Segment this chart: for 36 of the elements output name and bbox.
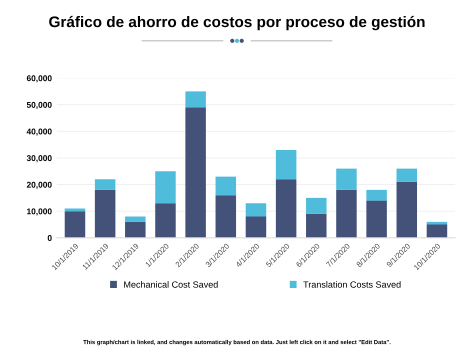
- bar: [125, 216, 146, 222]
- bar: [366, 200, 387, 238]
- chart-title: Gráfico de ahorro de costos por proceso de gestión: [49, 16, 425, 30]
- y-tick-label: 60,000: [26, 75, 52, 82]
- bar: [276, 150, 296, 180]
- bar: [336, 190, 357, 238]
- bar: [246, 216, 266, 238]
- bar: [306, 214, 327, 238]
- bar: [276, 179, 296, 238]
- bar: [155, 203, 176, 238]
- bar: [64, 208, 86, 212]
- legend-label: Translation Costs Saved: [303, 281, 401, 288]
- legend-label: Mechanical Cost Saved: [124, 281, 218, 288]
- bar: [94, 179, 116, 190]
- bar: [185, 107, 206, 238]
- bar: [216, 195, 236, 238]
- y-tick-label: 10,000: [27, 208, 52, 216]
- y-tick-label: 40,000: [26, 128, 52, 136]
- bar: [306, 198, 327, 214]
- bar: [336, 168, 357, 190]
- y-tick-label: 30,000: [26, 155, 52, 162]
- bar: [64, 211, 86, 238]
- bar: [426, 224, 448, 238]
- y-tick-label: 20,000: [26, 182, 52, 189]
- bar: [366, 190, 387, 201]
- bar: [216, 176, 236, 196]
- bar: [125, 222, 146, 238]
- bar: [94, 190, 116, 238]
- y-tick-label: 50,000: [26, 102, 52, 110]
- bar: [185, 91, 206, 108]
- bar: [396, 168, 418, 182]
- bar: [426, 222, 448, 225]
- bar: [155, 171, 176, 204]
- bar: [246, 203, 266, 217]
- bar: [396, 182, 418, 238]
- y-tick-label: 0: [48, 235, 52, 241]
